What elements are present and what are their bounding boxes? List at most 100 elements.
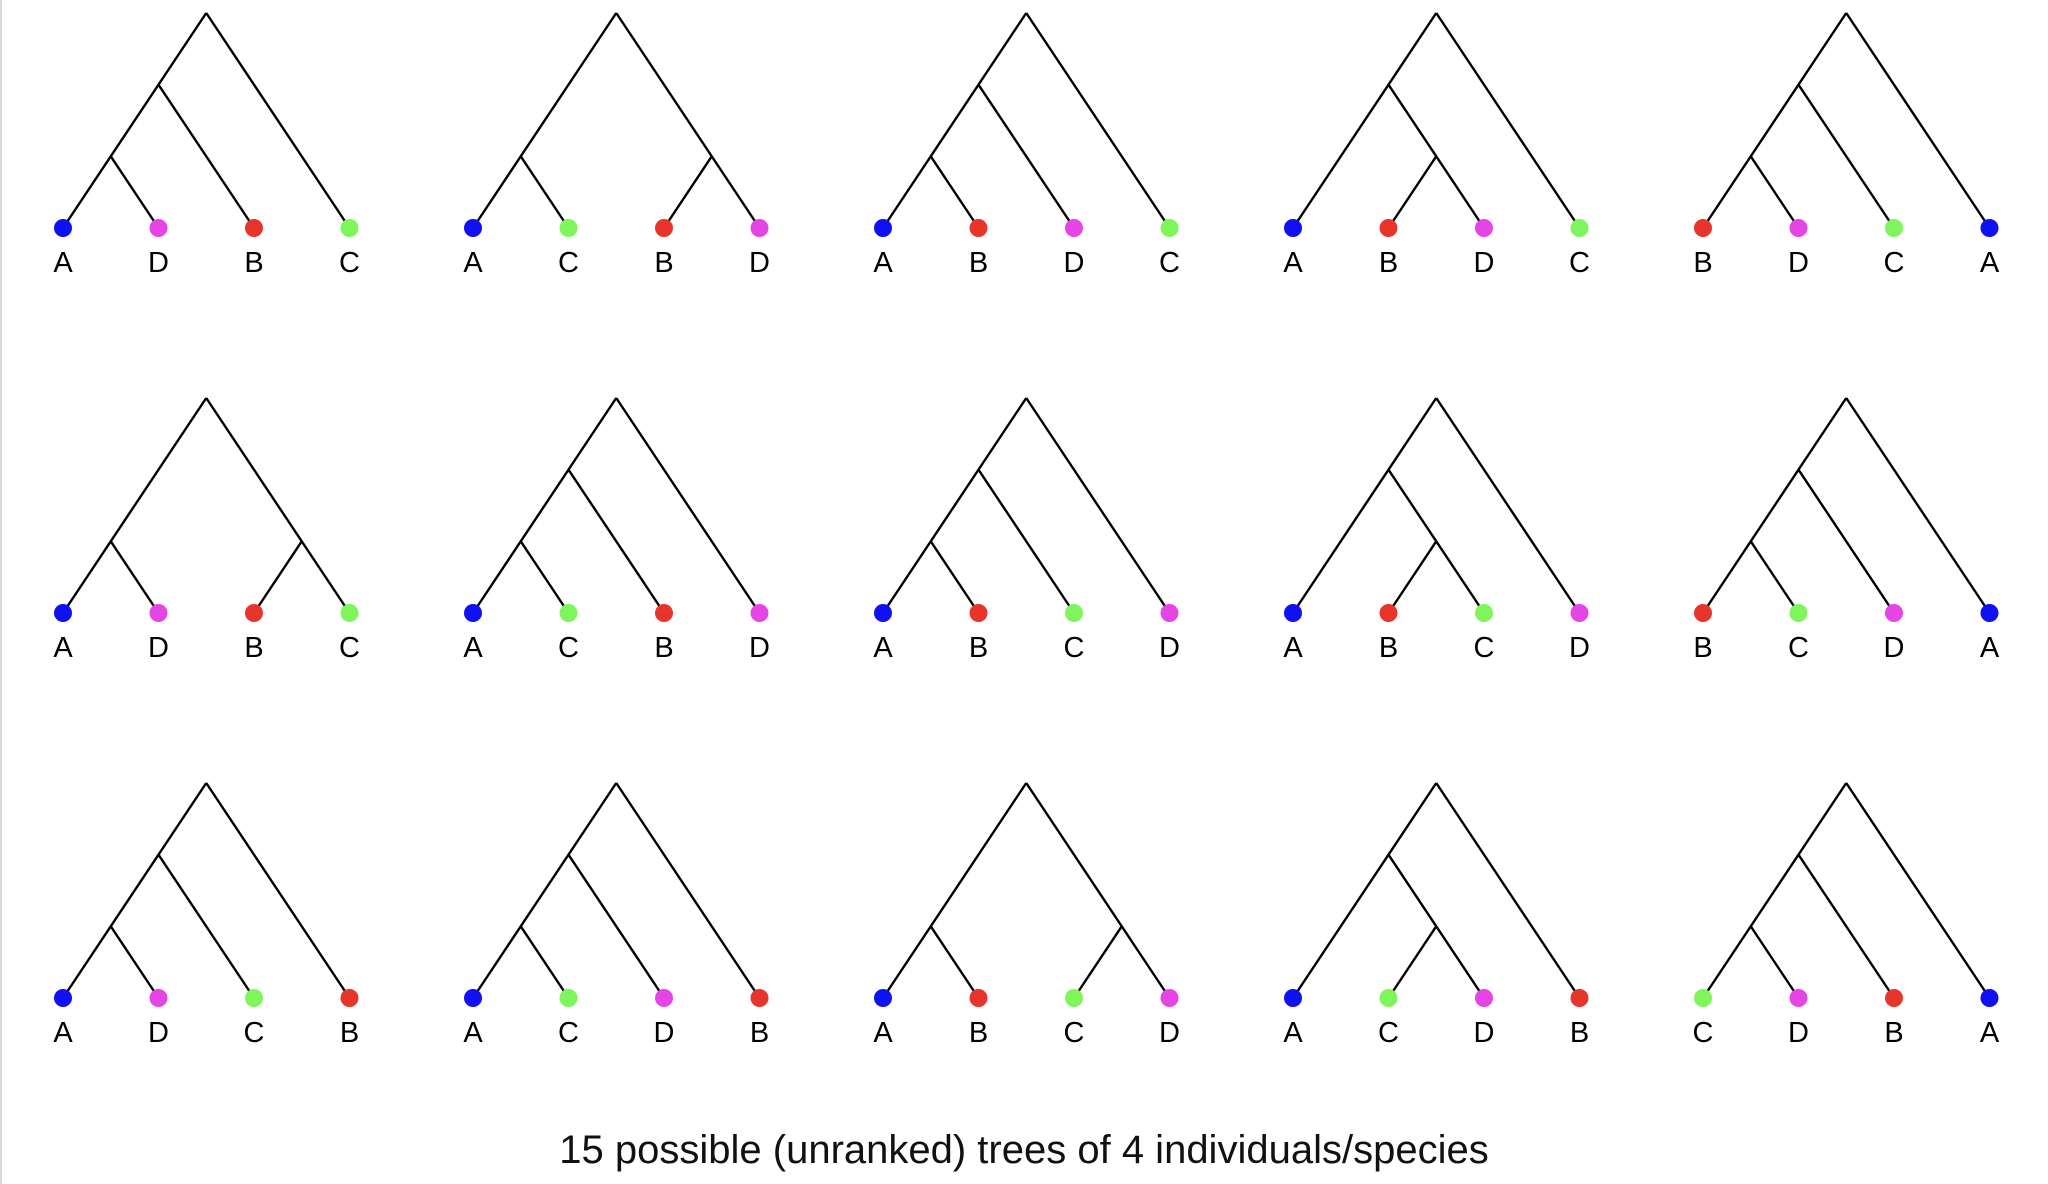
left-border xyxy=(0,0,2,1184)
leaf-node-D xyxy=(1885,604,1903,622)
leaf-label: B xyxy=(969,632,988,664)
leaf-node-D xyxy=(1160,604,1179,622)
leaf-node-D xyxy=(1475,219,1493,237)
leaf-label: D xyxy=(749,247,770,279)
leaf-label: D xyxy=(1474,1017,1495,1049)
leaf-node-C xyxy=(559,989,578,1007)
branch-line xyxy=(472,782,618,999)
branch-line xyxy=(1797,84,1895,229)
leaf-node-C xyxy=(245,989,263,1007)
branch-line xyxy=(1387,155,1438,229)
leaf-label: A xyxy=(463,247,483,279)
leaf-node-C xyxy=(1065,604,1083,622)
leaf-node-C xyxy=(559,219,578,237)
leaf-label: A xyxy=(1980,1017,2000,1049)
leaf-node-B xyxy=(340,989,359,1007)
leaf-node-C xyxy=(340,219,359,237)
leaf-label: C xyxy=(1884,247,1905,279)
branch-line xyxy=(519,540,570,614)
leaf-label: D xyxy=(1884,632,1905,664)
leaf-label: A xyxy=(873,247,893,279)
leaf-node-D xyxy=(1570,604,1589,622)
leaf-node-B xyxy=(1694,604,1712,622)
branch-line xyxy=(1702,782,1848,999)
branch-line xyxy=(615,12,761,229)
branch-line xyxy=(567,854,665,999)
leaf-node-C xyxy=(1789,604,1808,622)
leaf-node-D xyxy=(149,604,168,622)
branch-line xyxy=(882,397,1028,614)
leaf-label: C xyxy=(1064,1017,1085,1049)
leaf-node-D xyxy=(149,219,168,237)
leaf-node-C xyxy=(1379,989,1398,1007)
leaf-node-D xyxy=(750,604,769,622)
branch-line xyxy=(1292,397,1438,614)
branch-line xyxy=(1749,155,1800,229)
branch-line xyxy=(1387,469,1438,542)
leaf-label: C xyxy=(558,632,579,664)
branch-line xyxy=(1387,854,1438,927)
leaf-node-C xyxy=(1570,219,1589,237)
leaf-node-D xyxy=(1160,989,1179,1007)
leaf-label: C xyxy=(1159,247,1180,279)
leaf-label: A xyxy=(873,632,893,664)
branch-line xyxy=(1845,12,1991,229)
leaf-label: C xyxy=(1788,632,1809,664)
leaf-label: A xyxy=(1980,247,2000,279)
leaf-label: D xyxy=(749,632,770,664)
branch-line xyxy=(1073,925,1123,999)
leaf-label: D xyxy=(1788,247,1809,279)
leaf-label: A xyxy=(53,247,73,279)
branch-line xyxy=(253,540,303,614)
branch-line xyxy=(109,925,160,999)
leaf-label: C xyxy=(1474,632,1495,664)
leaf-node-C xyxy=(1694,989,1712,1007)
leaf-node-C xyxy=(1160,219,1179,237)
leaf-node-B xyxy=(969,219,988,237)
leaf-label: C xyxy=(1569,247,1590,279)
leaf-label: A xyxy=(463,1017,483,1049)
leaf-node-A xyxy=(464,604,482,622)
branch-line xyxy=(1702,397,1848,614)
leaf-label: A xyxy=(463,632,483,664)
tree-8: A B C D xyxy=(873,397,1180,664)
branch-line xyxy=(882,12,1028,229)
branch-line xyxy=(882,782,1028,999)
leaf-label: B xyxy=(1693,632,1712,664)
branch-line xyxy=(615,397,761,614)
branch-line xyxy=(1749,540,1800,614)
branch-line xyxy=(157,84,255,229)
leaf-label: B xyxy=(654,247,673,279)
leaf-node-B xyxy=(1694,219,1712,237)
branch-line xyxy=(567,469,665,614)
branch-line xyxy=(1387,925,1438,999)
leaf-node-D xyxy=(1789,219,1808,237)
tree-13: A B C D xyxy=(873,782,1180,1049)
leaf-label: D xyxy=(1159,632,1180,664)
branch-line xyxy=(1845,397,1991,614)
leaf-label: A xyxy=(1283,632,1303,664)
branch-line xyxy=(1749,925,1800,999)
leaf-node-B xyxy=(1379,604,1398,622)
leaf-node-B xyxy=(1885,989,1903,1007)
branch-line xyxy=(1435,397,1581,614)
branch-line xyxy=(109,155,160,229)
leaf-label: B xyxy=(969,1017,988,1049)
branch-line xyxy=(1797,854,1895,999)
leaf-node-B xyxy=(969,604,988,622)
branch-line xyxy=(62,782,208,999)
leaf-label: D xyxy=(148,247,169,279)
branch-line xyxy=(1797,469,1895,614)
branch-line xyxy=(62,12,208,229)
branch-line xyxy=(1435,12,1581,229)
leaf-label: D xyxy=(148,632,169,664)
leaf-label: B xyxy=(1379,247,1398,279)
leaf-node-A xyxy=(464,219,482,237)
